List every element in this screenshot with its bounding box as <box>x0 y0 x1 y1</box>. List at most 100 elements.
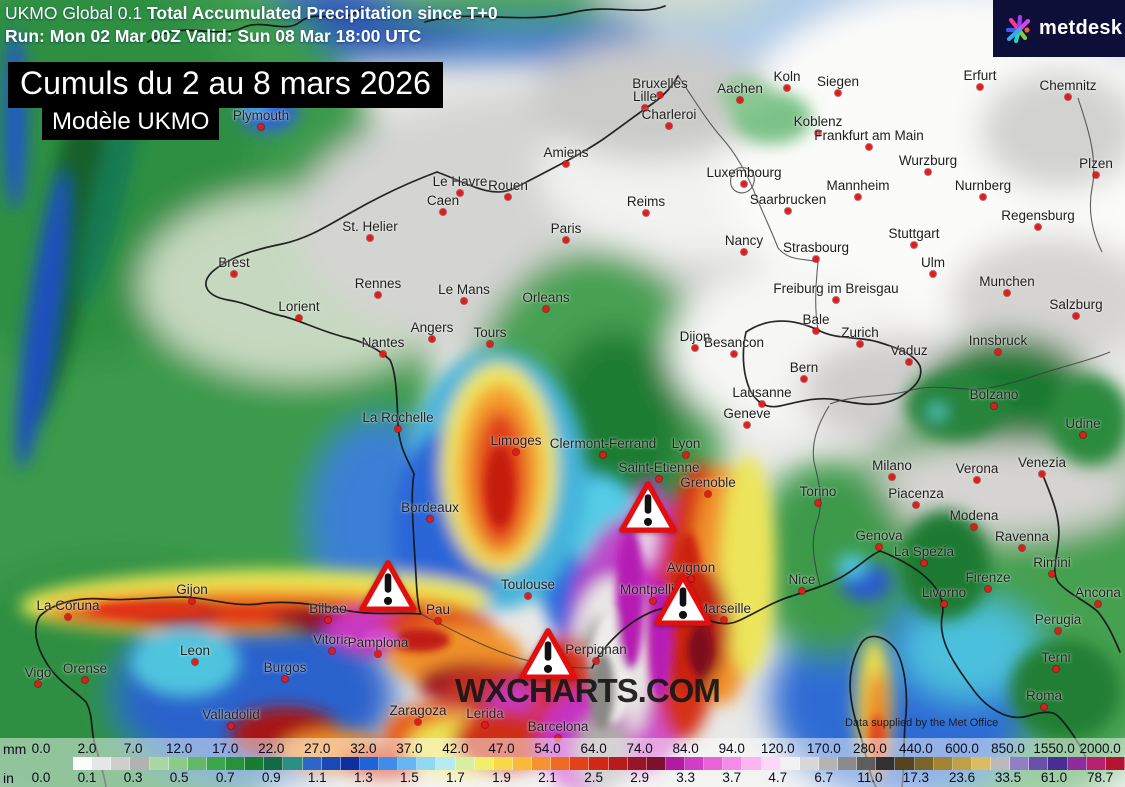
city-label: Aachen <box>717 81 763 96</box>
city-label: Rimini <box>1033 555 1071 570</box>
city-label: Frankfurt am Main <box>814 128 924 143</box>
city-dot <box>925 169 931 175</box>
colorbar-segment <box>302 757 322 770</box>
city-label: Geneve <box>723 406 771 421</box>
metdesk-logo: metdesk <box>993 0 1125 57</box>
city-label: Ulm <box>921 255 945 270</box>
scale-in-value: 78.7 <box>1086 770 1114 785</box>
colorbar-segment <box>264 757 284 770</box>
city-label: Reims <box>626 194 666 209</box>
scale-in-value: 1.7 <box>446 770 465 785</box>
city-dot <box>721 617 727 623</box>
warning-triangle-icon <box>519 628 577 680</box>
city-dot <box>329 648 335 654</box>
colorbar-segment <box>991 757 1011 770</box>
scale-mm-value: 170.0 <box>806 741 841 756</box>
city-label: Lorient <box>278 299 320 314</box>
scale-mm-value: 17.0 <box>212 741 239 756</box>
city-dot <box>1035 224 1041 230</box>
city-label: La Spezia <box>893 544 955 559</box>
colorbar-segment <box>245 757 265 770</box>
city-dot <box>192 659 198 665</box>
scale-mm-labels: 0.0 2.0 7.0 12.0 17.0 22.0 27.0 32.0 37.0 42.0 47.… <box>18 741 1123 756</box>
colorbar-segment <box>838 757 858 770</box>
city-dot <box>435 618 441 624</box>
colorbar-segment <box>933 757 953 770</box>
city-dot <box>784 85 790 91</box>
city-dot <box>525 593 531 599</box>
scale-in-value: 3.7 <box>722 770 742 785</box>
city-dot <box>813 328 819 334</box>
colorbar-segment <box>551 757 571 770</box>
scale-mm-value: 47.0 <box>488 741 515 756</box>
warning-triangle-icon <box>619 481 677 533</box>
city-dot <box>941 601 947 607</box>
city-dot <box>889 474 895 480</box>
scale-in-value: 0.0 <box>31 770 51 785</box>
scale-in-value: 11.0 <box>857 770 883 785</box>
run-valid-line: Run: Mon 02 Mar 00Z Valid: Sun 08 Mar 18… <box>5 26 422 46</box>
scale-mm-value: 64.0 <box>580 741 607 756</box>
city-label: Clermont-Ferrand <box>549 436 657 451</box>
city-label: Le Mans <box>438 282 490 297</box>
colorbar-segment <box>742 757 762 770</box>
city-label: Siegen <box>816 74 860 89</box>
scale-mm-value: 22.0 <box>258 741 285 756</box>
colorbar-segment <box>685 757 705 770</box>
scale-in-value: 0.5 <box>169 770 189 785</box>
colorbar-segment <box>398 757 418 770</box>
scale-in-value: 23.6 <box>948 770 976 785</box>
city-dot <box>643 210 649 216</box>
city-label: Bruxelles <box>632 76 688 91</box>
city-dot <box>974 477 980 483</box>
scale-mm-value: 2000.0 <box>1079 741 1121 756</box>
scale-in-value: 2.9 <box>630 770 650 785</box>
colorbar <box>73 757 1125 770</box>
city-dot <box>82 677 88 683</box>
scale-mm-value: 54.0 <box>534 741 561 756</box>
city-label: Mannheim <box>826 178 890 193</box>
city-dot <box>971 524 977 530</box>
city-dot <box>593 658 599 664</box>
city-dot <box>737 97 743 103</box>
city-label: Nantes <box>361 335 405 350</box>
colorbar-segment <box>1086 757 1106 770</box>
weather-warning-icon <box>519 627 577 680</box>
city-label: Vigo <box>24 665 52 680</box>
city-dot <box>911 242 917 248</box>
city-label: Lerida <box>466 706 504 721</box>
scale-in-value: 17.3 <box>902 770 930 785</box>
colorbar-segment <box>1010 757 1030 770</box>
city-dot <box>1080 432 1086 438</box>
city-dot <box>505 194 511 200</box>
scale-mm-value: 94.0 <box>718 741 745 756</box>
scale-in-value: 0.9 <box>261 770 281 785</box>
city-label: Pau <box>425 602 451 617</box>
city-label: Regensburg <box>1001 208 1075 223</box>
colorbar-segment <box>436 757 456 770</box>
colorbar-segment <box>761 757 781 770</box>
colorbar-segment <box>857 757 877 770</box>
city-dot <box>282 676 288 682</box>
city-label: Firenze <box>965 570 1011 585</box>
colorbar-segment <box>608 757 628 770</box>
header-line-1: UKMO Global 0.1 Total Accumulated Precip… <box>5 2 498 25</box>
scale-in-labels: 0.0 0.1 0.3 0.5 0.7 0.9 1.1 1.3 1.5 1.7 1.9 2.1 2.5 2… <box>18 770 1123 785</box>
colorbar-segment <box>627 757 647 770</box>
scale-mm-value: 440.0 <box>899 741 933 756</box>
city-dot <box>487 341 493 347</box>
city-label: Salzburg <box>1049 297 1103 312</box>
city-label: Le Havre <box>432 174 488 189</box>
met-office-attribution: Data supplied by the Met Office <box>845 717 999 729</box>
city-label: Montpellier <box>619 582 687 597</box>
scale-in-value: 6.7 <box>814 770 834 785</box>
colorbar-segment <box>321 757 341 770</box>
city-dot <box>429 336 435 342</box>
city-dot <box>1004 290 1010 296</box>
colorbar-segment <box>168 757 188 770</box>
map-subtitle: Modèle UKMO <box>42 106 220 140</box>
scale-in-value: 1.1 <box>307 770 327 785</box>
city-label: Leon <box>179 643 211 658</box>
city-label: Modena <box>949 508 999 523</box>
city-label: Genova <box>855 528 903 543</box>
